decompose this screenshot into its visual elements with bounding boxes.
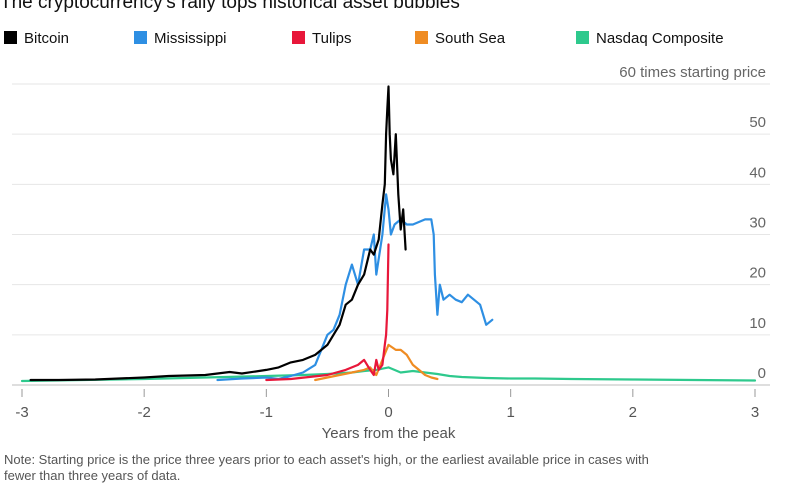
legend-swatch-tulips	[292, 31, 305, 44]
y-tick-label-60: 60 times starting price	[619, 64, 766, 81]
x-axis-label: Years from the peak	[322, 425, 456, 442]
x-tick-label-2: 2	[629, 404, 637, 421]
legend-label-south-sea: South Sea	[435, 30, 506, 47]
legend-swatch-mississippi	[134, 31, 147, 44]
x-tick-label--2: -2	[137, 404, 150, 421]
series-line-mississippi	[216, 193, 494, 382]
series-line-bitcoin	[29, 85, 407, 382]
x-tick-label--3: -3	[15, 404, 28, 421]
legend-label-bitcoin: Bitcoin	[24, 30, 70, 47]
x-tick-label-0: 0	[384, 404, 392, 421]
legend: Bitcoin Mississippi Tulips South Sea Nas…	[0, 30, 800, 50]
legend-item-mississippi: Mississippi	[134, 30, 227, 47]
chart-title: The cryptocurrency's rally tops historic…	[0, 0, 460, 13]
legend-item-south-sea: South Sea	[415, 30, 505, 47]
legend-label-tulips: Tulips	[312, 30, 352, 47]
chart-note: Note: Starting price is the price three …	[4, 452, 649, 483]
series-line-tulips	[265, 243, 390, 382]
y-tick-label-20: 20	[749, 265, 766, 282]
y-tick-label-40: 40	[749, 164, 766, 181]
legend-label-mississippi: Mississippi	[154, 30, 227, 47]
legend-swatch-south-sea	[415, 31, 428, 44]
y-tick-label-50: 50	[749, 114, 766, 131]
x-tick-label-3: 3	[751, 404, 759, 421]
x-tick-label--1: -1	[260, 404, 273, 421]
series-line-south-sea	[314, 343, 439, 382]
y-tick-label-10: 10	[749, 315, 766, 332]
legend-swatch-nasdaq	[576, 31, 589, 44]
legend-item-tulips: Tulips	[292, 30, 351, 47]
y-tick-label-0: 0	[758, 365, 766, 382]
y-tick-label-30: 30	[749, 215, 766, 232]
series-line-nasdaq-composite	[20, 366, 757, 383]
legend-item-bitcoin: Bitcoin	[4, 30, 69, 47]
legend-label-nasdaq: Nasdaq Composite	[596, 30, 724, 47]
legend-swatch-bitcoin	[4, 31, 17, 44]
x-tick-label-1: 1	[506, 404, 514, 421]
legend-item-nasdaq: Nasdaq Composite	[576, 30, 724, 47]
